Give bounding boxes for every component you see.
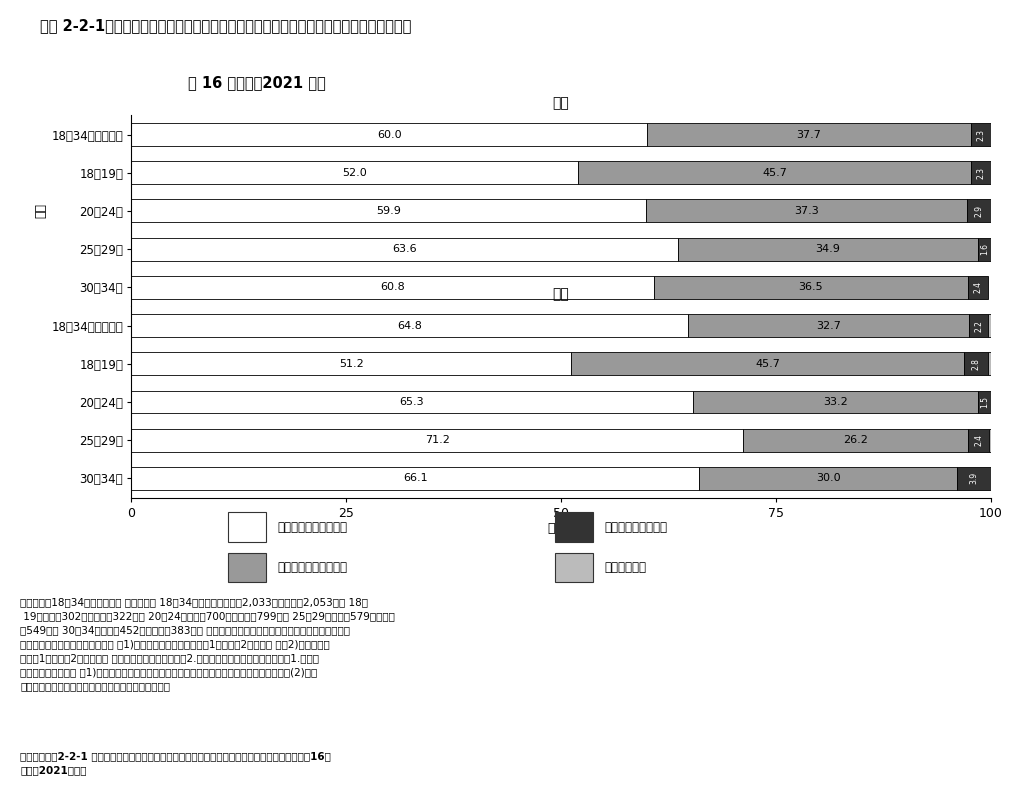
Bar [131,391,693,413]
Bar [978,238,992,260]
Bar [988,353,991,375]
Bar [228,552,266,582]
Bar [967,200,992,222]
Bar [678,238,978,260]
Text: 2.2: 2.2 [975,320,984,331]
Bar [654,276,968,298]
Text: 異性との交際経験あり: 異性との交際経験あり [278,521,348,533]
Text: 2.9: 2.9 [975,205,984,217]
Text: 交際相手の性別不詳: 交際相手の性別不詳 [605,521,667,533]
Bar [743,429,969,451]
Text: 65.3: 65.3 [399,397,425,407]
Text: 33.2: 33.2 [823,397,847,407]
Bar [989,429,991,451]
Text: 26.2: 26.2 [843,435,868,445]
Bar [131,314,688,337]
Text: 60.8: 60.8 [380,283,405,292]
Text: 1.6: 1.6 [981,243,990,256]
Text: 交際経験不詳: 交際経験不詳 [605,561,647,574]
Text: 男性: 男性 [553,96,569,111]
Text: 【報告書図表2-2-1 年齢別にみた、異性との交際経験（恋人として交際）をもつ未婚者の割合：第16回
調査（2021年）】: 【報告書図表2-2-1 年齢別にみた、異性との交際経験（恋人として交際）をもつ未… [20,751,331,775]
Text: 37.7: 37.7 [797,130,822,139]
Bar [970,314,988,337]
Text: 第 16 回調査（2021 年）: 第 16 回調査（2021 年） [188,76,327,91]
Bar [555,513,592,542]
Bar [228,513,266,542]
Text: 59.9: 59.9 [376,206,401,216]
Bar [131,238,678,260]
Text: 34.9: 34.9 [816,244,840,254]
Text: 2.3: 2.3 [977,128,986,141]
Text: 63.6: 63.6 [392,244,417,254]
Bar [688,314,970,337]
Text: 36.5: 36.5 [799,283,823,292]
Bar [131,123,647,146]
Text: 37.3: 37.3 [794,206,819,216]
Text: 71.2: 71.2 [425,435,450,445]
Text: 女性: 女性 [553,287,569,302]
Bar [571,353,964,375]
Bar [693,391,978,413]
Text: 図表 2-2-1　年齢別にみた、異性との交際経験（恋人として交際）をもつ未婚者の割合：: 図表 2-2-1 年齢別にみた、異性との交際経験（恋人として交際）をもつ未婚者の… [39,18,411,33]
Text: 45.7: 45.7 [755,359,780,369]
Text: 52.0: 52.0 [343,168,367,178]
Bar [131,467,700,490]
Text: 66.1: 66.1 [403,474,428,483]
Bar [978,391,991,413]
X-axis label: （%）: （%） [548,522,574,535]
Bar [555,552,592,582]
Text: 2.8: 2.8 [972,358,981,369]
Text: 異性との交際経験なし: 異性との交際経験なし [278,561,348,574]
Bar [969,429,989,451]
Bar [578,162,971,184]
Bar [988,314,991,337]
Bar [700,467,957,490]
Text: 2.3: 2.3 [977,166,986,179]
Text: 51.2: 51.2 [339,359,364,369]
Bar [971,162,991,184]
Bar [971,123,991,146]
Text: 45.7: 45.7 [762,168,788,178]
Bar [131,200,646,222]
Text: 60.0: 60.0 [377,130,401,139]
Bar [968,276,988,298]
Bar [964,353,988,375]
Bar [957,467,991,490]
Text: 3.9: 3.9 [970,472,979,485]
Text: 2.4: 2.4 [975,434,984,447]
Bar [131,353,571,375]
Text: 32.7: 32.7 [816,321,841,330]
Bar [131,162,578,184]
Text: 2.4: 2.4 [974,281,983,294]
Text: 30.0: 30.0 [816,474,841,483]
Bar [646,200,967,222]
Text: 64.8: 64.8 [397,321,423,330]
Bar [131,429,743,451]
Y-axis label: 年齢: 年齢 [34,204,48,218]
Bar [647,123,971,146]
Bar [131,276,654,298]
Text: 注：対象は18～34歳の未婚者。 客体数は、 18～34歳（総数）男性（2,033）、女性（2,053）、 18～
 19歳男性（302）、女性（322）、 2: 注：対象は18～34歳の未婚者。 客体数は、 18～34歳（総数）男性（2,03… [20,597,395,691]
Text: 1.5: 1.5 [980,396,989,408]
